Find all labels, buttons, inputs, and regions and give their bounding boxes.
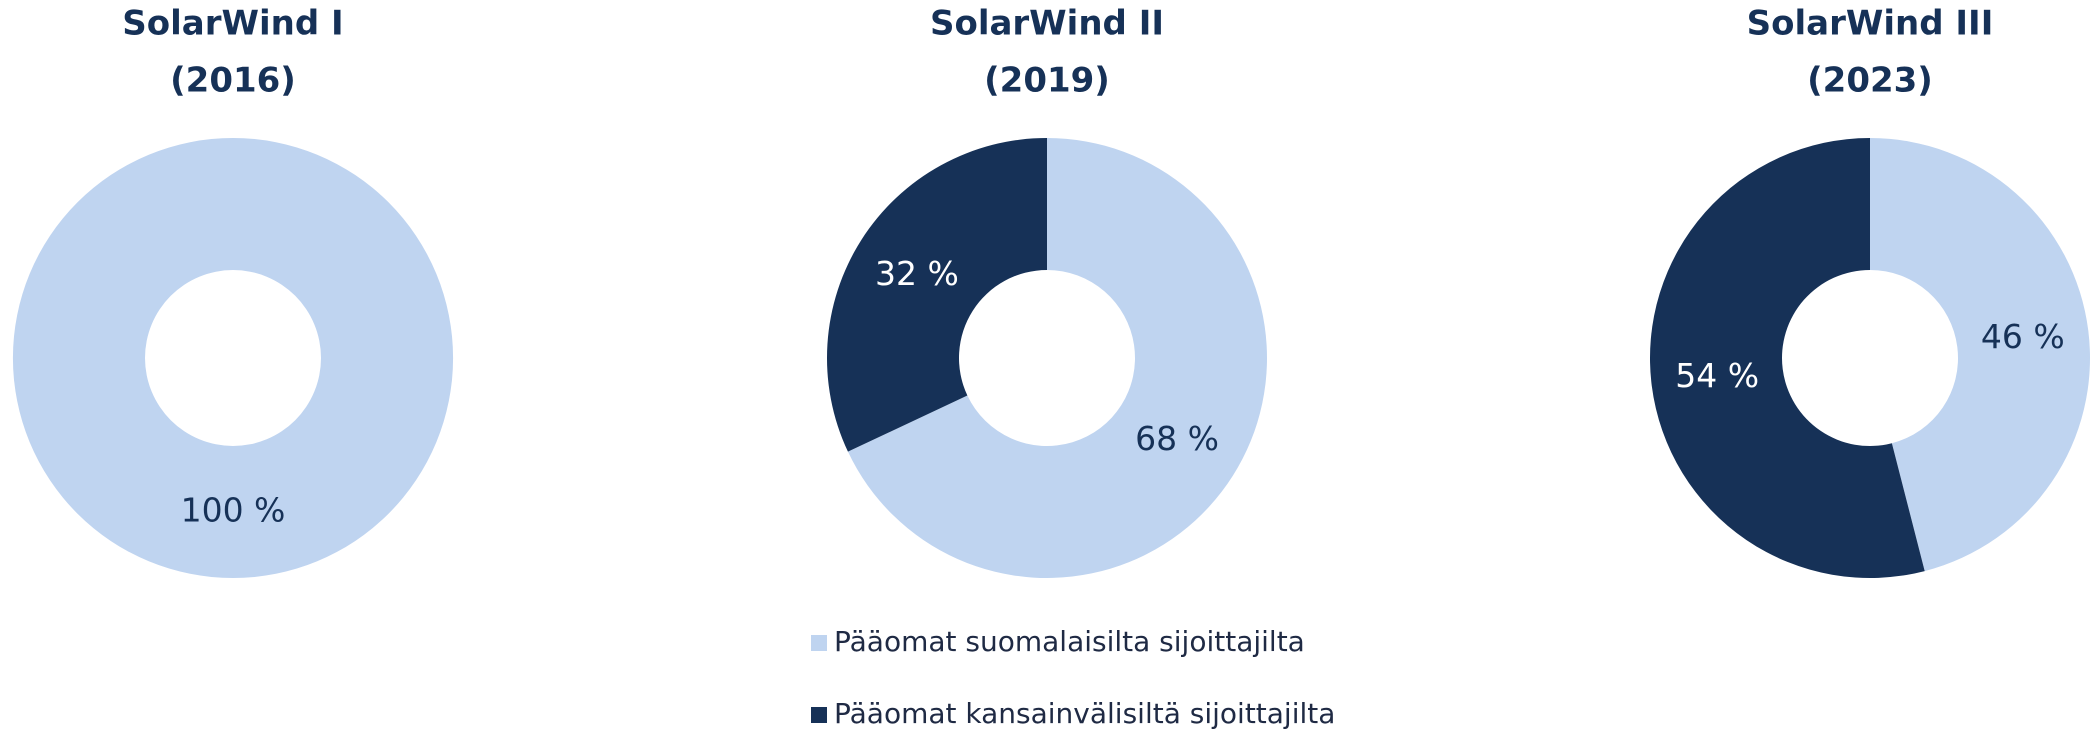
value-label: 100 %	[181, 491, 286, 530]
value-label: 68 %	[1135, 419, 1219, 458]
value-label: 46 %	[1981, 317, 2065, 356]
donut-slice	[1650, 138, 1925, 578]
value-label: 54 %	[1675, 356, 1759, 395]
legend-label: Pääomat suomalaisilta sijoittajilta	[834, 625, 1305, 658]
donut-slice	[12, 137, 454, 578]
value-label: 32 %	[875, 254, 959, 293]
chart-subtitle: (2016)	[170, 61, 296, 101]
legend-swatch	[811, 707, 827, 723]
legend-swatch	[811, 635, 827, 651]
donut-slice	[826, 137, 1047, 452]
chart-subtitle: (2023)	[1807, 61, 1933, 101]
donut-slice	[847, 138, 1268, 578]
chart-title: SolarWind II	[930, 4, 1164, 44]
chart-subtitle: (2019)	[984, 61, 1110, 101]
chart-title: SolarWind I	[122, 4, 343, 44]
chart-title: SolarWind III	[1747, 4, 1994, 44]
donut-slice	[1870, 138, 2091, 572]
legend-label: Pääomat kansainvälisiltä sijoittajilta	[834, 697, 1335, 730]
